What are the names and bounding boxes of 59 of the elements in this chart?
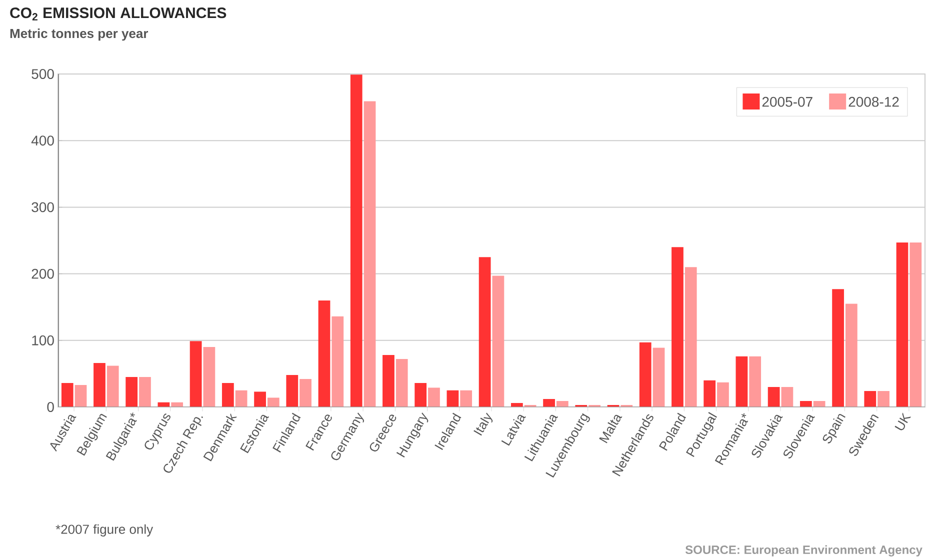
text: *2007 figure only bbox=[56, 524, 154, 536]
bar bbox=[478, 257, 491, 407]
bar bbox=[749, 356, 762, 407]
x-tick-label: UK bbox=[894, 412, 911, 430]
y-tick-label: 300 bbox=[32, 202, 54, 212]
bar bbox=[878, 391, 890, 407]
bar bbox=[364, 101, 376, 407]
bar bbox=[61, 383, 74, 407]
bar bbox=[106, 366, 119, 407]
legend-label: 2005-07 bbox=[762, 96, 812, 107]
bar bbox=[267, 398, 280, 407]
bar bbox=[845, 304, 858, 407]
y-tick-label: 0 bbox=[47, 402, 54, 412]
bar bbox=[781, 387, 794, 407]
y-tick-label: 200 bbox=[32, 268, 54, 279]
bar bbox=[428, 388, 440, 407]
bar bbox=[492, 276, 504, 407]
y-tick-label: 400 bbox=[31, 136, 54, 146]
bar bbox=[74, 385, 87, 407]
y-tick-label: 500 bbox=[32, 69, 54, 79]
bar bbox=[190, 341, 202, 407]
bar bbox=[235, 390, 248, 407]
bar bbox=[652, 348, 665, 407]
bar bbox=[704, 380, 716, 407]
source-note: SOURCE: European Environment Agency bbox=[685, 545, 922, 556]
bar bbox=[556, 401, 568, 407]
bar bbox=[910, 242, 922, 407]
bar bbox=[460, 390, 472, 407]
bar bbox=[832, 289, 844, 407]
bar bbox=[717, 382, 729, 407]
y-tick-label: 100 bbox=[32, 335, 54, 346]
bar bbox=[318, 300, 330, 407]
bar bbox=[672, 247, 684, 407]
bar bbox=[382, 355, 394, 407]
bar bbox=[222, 383, 234, 407]
chart-title: CO$_{2}$ EMISSION ALLOWANCES bbox=[10, 8, 226, 20]
bar bbox=[446, 390, 459, 407]
bar bbox=[300, 379, 312, 407]
bar bbox=[396, 359, 408, 407]
bar bbox=[768, 387, 780, 407]
bar bbox=[94, 363, 106, 407]
bar bbox=[800, 401, 812, 407]
bar bbox=[543, 399, 555, 407]
bar bbox=[254, 392, 266, 407]
bar bbox=[139, 377, 151, 407]
bar bbox=[684, 267, 697, 407]
bar bbox=[813, 401, 826, 407]
bar bbox=[736, 356, 748, 407]
bar bbox=[332, 316, 344, 407]
bar bbox=[639, 342, 652, 407]
bar bbox=[350, 74, 362, 407]
bar bbox=[864, 391, 876, 407]
bar bbox=[414, 383, 427, 407]
chart-subtitle: Metric tonnes per year bbox=[10, 28, 148, 41]
bar bbox=[126, 377, 138, 407]
bar bbox=[896, 242, 908, 407]
bar bbox=[203, 347, 216, 407]
bar bbox=[286, 375, 298, 407]
legend-label: 2008-12 bbox=[848, 96, 899, 107]
